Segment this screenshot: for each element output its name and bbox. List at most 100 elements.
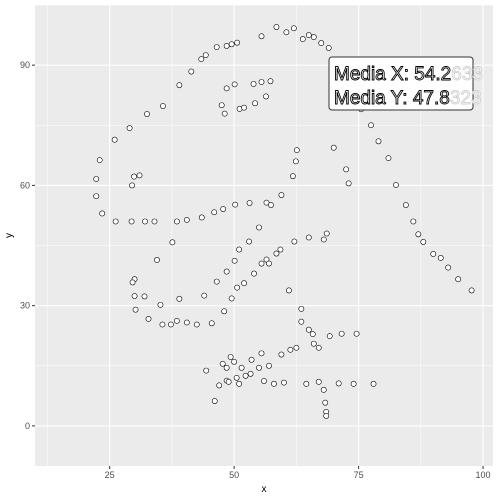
data-point bbox=[273, 24, 280, 30]
data-point bbox=[231, 358, 238, 365]
data-point bbox=[445, 264, 452, 271]
data-point bbox=[251, 270, 257, 277]
data-point bbox=[202, 52, 209, 59]
data-point bbox=[203, 367, 210, 374]
data-point bbox=[250, 81, 257, 87]
data-point bbox=[231, 257, 238, 264]
data-point bbox=[159, 321, 166, 328]
data-point bbox=[320, 236, 327, 243]
data-points bbox=[93, 24, 475, 419]
data-point bbox=[430, 251, 437, 257]
data-point bbox=[318, 40, 325, 46]
data-point bbox=[326, 333, 333, 340]
data-point bbox=[268, 202, 274, 208]
data-point bbox=[291, 238, 298, 245]
data-point bbox=[293, 344, 300, 351]
data-point bbox=[238, 364, 245, 371]
y-axis-ticks: 0 30 60 90 bbox=[20, 60, 35, 431]
annotation-mean-x-visible: Media X: 54.2 bbox=[334, 64, 451, 85]
data-point bbox=[126, 125, 133, 131]
data-point bbox=[144, 111, 150, 117]
data-point bbox=[236, 246, 243, 253]
data-point bbox=[218, 102, 225, 109]
data-point bbox=[338, 330, 345, 337]
annotation-mean-y-visible: Media Y: 47.8 bbox=[334, 88, 450, 109]
data-point bbox=[309, 331, 316, 338]
data-point bbox=[298, 318, 305, 325]
data-point bbox=[246, 238, 252, 245]
data-point bbox=[228, 295, 235, 302]
data-point bbox=[298, 305, 305, 312]
data-point bbox=[136, 172, 143, 179]
data-point bbox=[145, 315, 152, 322]
annotation-mean-y-faded: 323 bbox=[450, 88, 482, 109]
data-point bbox=[263, 199, 270, 206]
data-point bbox=[213, 278, 220, 285]
data-point bbox=[221, 308, 228, 315]
mean-annotation-box: Media X: 54.2633 Media Y: 47.8323 bbox=[328, 56, 483, 111]
data-point bbox=[168, 321, 174, 328]
data-point bbox=[211, 398, 218, 404]
annotation-mean-x: Media X: 54.2633 bbox=[334, 64, 483, 85]
data-point bbox=[128, 218, 135, 225]
data-point bbox=[234, 39, 241, 46]
data-point bbox=[292, 158, 299, 165]
data-point bbox=[266, 260, 272, 267]
y-axis-title: y bbox=[4, 233, 15, 238]
data-point bbox=[323, 230, 330, 237]
y-tick-label: 90 bbox=[20, 60, 30, 70]
data-point bbox=[233, 374, 240, 381]
data-point bbox=[271, 380, 277, 387]
data-point bbox=[242, 372, 249, 379]
data-point bbox=[173, 218, 180, 225]
data-point bbox=[310, 34, 317, 40]
data-point bbox=[278, 351, 285, 358]
data-point bbox=[225, 378, 232, 385]
data-point bbox=[258, 33, 265, 40]
data-point bbox=[305, 326, 312, 333]
data-point bbox=[289, 173, 296, 180]
data-point bbox=[385, 155, 392, 162]
data-point bbox=[93, 193, 100, 200]
data-point bbox=[278, 192, 285, 198]
x-axis-ticks: 25 50 75 100 bbox=[105, 466, 491, 480]
x-tick-label: 25 bbox=[105, 470, 115, 480]
data-point bbox=[252, 100, 258, 107]
y-tick-label: 30 bbox=[20, 301, 30, 311]
x-tick-label: 100 bbox=[476, 470, 491, 480]
data-point bbox=[368, 122, 374, 129]
data-point bbox=[157, 301, 164, 308]
data-point bbox=[455, 276, 462, 283]
data-point bbox=[320, 386, 327, 393]
data-point bbox=[208, 320, 215, 327]
data-point bbox=[420, 239, 427, 245]
data-point bbox=[305, 234, 312, 241]
data-point bbox=[216, 382, 223, 389]
data-point bbox=[261, 378, 267, 384]
data-point bbox=[160, 103, 166, 109]
data-point bbox=[468, 287, 475, 294]
data-point bbox=[283, 29, 290, 36]
data-point bbox=[258, 350, 265, 357]
data-point bbox=[142, 218, 148, 225]
data-point bbox=[223, 42, 230, 49]
annotation-mean-y: Media Y: 47.8323 bbox=[334, 88, 482, 109]
data-point bbox=[263, 93, 269, 100]
data-point bbox=[248, 356, 255, 363]
data-point bbox=[111, 136, 118, 143]
data-point bbox=[299, 36, 306, 42]
data-point bbox=[221, 110, 228, 117]
data-point bbox=[176, 295, 183, 302]
data-point bbox=[437, 255, 444, 261]
data-point bbox=[129, 182, 135, 189]
data-point bbox=[287, 346, 294, 353]
data-point bbox=[285, 287, 292, 294]
data-point bbox=[231, 81, 238, 88]
data-point bbox=[220, 206, 227, 212]
data-point bbox=[281, 379, 287, 386]
data-point bbox=[131, 173, 137, 180]
data-point bbox=[232, 201, 239, 208]
data-point bbox=[228, 41, 235, 48]
data-point bbox=[246, 200, 253, 206]
data-point bbox=[350, 380, 357, 387]
